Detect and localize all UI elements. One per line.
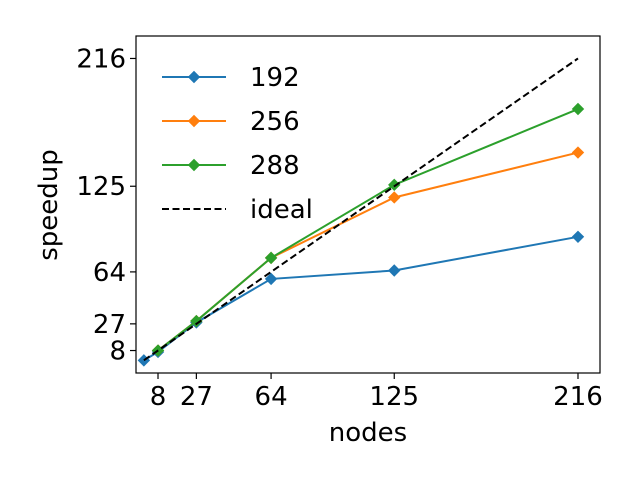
x-axis-ticks: 8 27 64 125 216 xyxy=(150,373,603,412)
y-tick-label-216: 216 xyxy=(76,44,126,74)
point-288-4 xyxy=(571,102,585,116)
legend-label-192: 192 xyxy=(250,63,300,93)
x-tick-label-8: 8 xyxy=(150,382,167,412)
series-line-ideal xyxy=(143,57,579,362)
legend-label-288: 288 xyxy=(250,151,300,181)
y-axis-label: speedup xyxy=(34,149,64,261)
series-line-288 xyxy=(157,108,579,352)
point-256-4 xyxy=(571,146,585,159)
x-axis-label: nodes xyxy=(329,418,407,448)
legend: 192 256 288 ideal xyxy=(162,63,313,225)
legend-label-ideal: ideal xyxy=(250,195,313,225)
y-tick-label-27: 27 xyxy=(93,310,126,340)
y-tick-label-8: 8 xyxy=(109,337,126,367)
point-288-1 xyxy=(190,314,203,328)
point-256-3 xyxy=(388,191,401,204)
point-192-5 xyxy=(571,230,585,244)
legend-marker-256 xyxy=(187,114,201,128)
y-tick-label-125: 125 xyxy=(76,172,126,202)
y-tick-label-64: 64 xyxy=(93,258,126,288)
legend-label-256: 256 xyxy=(250,107,300,137)
point-192-3 xyxy=(264,272,278,286)
y-axis-ticks: 827 64 125 216 xyxy=(76,44,136,367)
point-192-4 xyxy=(388,264,401,277)
plot-frame xyxy=(135,35,601,374)
x-tick-label-125: 125 xyxy=(369,382,419,412)
series-line-256 xyxy=(157,151,579,352)
x-tick-label-27: 27 xyxy=(180,382,213,412)
point-288-2 xyxy=(264,251,278,265)
series-line-192 xyxy=(143,235,579,362)
legend-marker-192 xyxy=(187,70,201,84)
plot-marks xyxy=(137,57,585,367)
x-tick-label-64: 64 xyxy=(255,382,288,412)
legend-marker-288 xyxy=(187,158,201,172)
x-tick-label-216: 216 xyxy=(553,382,603,412)
